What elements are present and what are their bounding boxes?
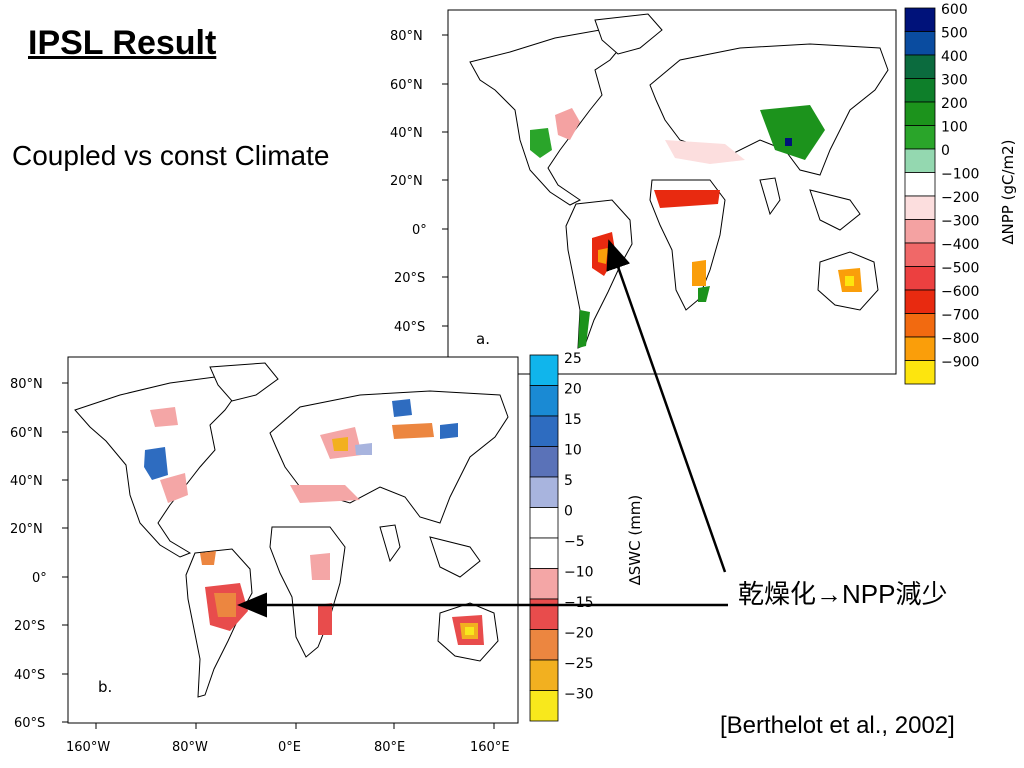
- npp-lat-tick: 40°N: [390, 126, 423, 141]
- swc-colorbar-title: ∆SWC (mm): [626, 495, 644, 587]
- swc-lon-tick: 80°W: [172, 740, 208, 755]
- npp-colorbar-label: −500: [941, 261, 979, 277]
- swc-colorbar-swatch: [529, 659, 559, 691]
- swc-colorbar-swatch: [529, 354, 559, 386]
- swc-lon-tick: 160°W: [66, 740, 110, 755]
- swc-colorbar: 25 20 15 10 5 0 −5 −10 −15 −20 −25 −30: [529, 351, 594, 722]
- npp-lat-ticks: 80°N 60°N 40°N 20°N 0° 20°S 40°S: [390, 29, 427, 335]
- npp-lat-tick: 0°: [412, 223, 427, 238]
- npp-colorbar-label: −100: [941, 167, 979, 183]
- swc-map-panel: 80°N 60°N 40°N 20°N 0° 20°S 40°S 60°S 16…: [10, 351, 644, 755]
- npp-colorbar-label: 400: [941, 49, 968, 65]
- swc-continents: [74, 362, 509, 698]
- swc-lat-tick: 20°S: [14, 619, 45, 634]
- npp-map-panel: 80°N 60°N 40°N 20°N 0° 20°S 40°S: [390, 2, 1017, 385]
- arrow-to-npp-map: [606, 239, 727, 573]
- npp-colorbar-label: 100: [941, 120, 968, 136]
- swc-tick-marks: [62, 382, 495, 729]
- swc-colorbar-swatch: [529, 385, 559, 417]
- swc-lon-ticks: 160°W 80°W 0°E 80°E 160°E: [66, 740, 510, 755]
- swc-lat-tick: 20°N: [10, 522, 43, 537]
- npp-continents: [469, 13, 889, 349]
- npp-lat-tick: 60°N: [390, 78, 423, 93]
- swc-colorbar-swatch: [529, 537, 559, 569]
- swc-colorbar-label: 5: [564, 473, 573, 489]
- npp-colorbar-swatch: [904, 360, 936, 385]
- swc-lat-tick: 40°N: [10, 474, 43, 489]
- npp-colorbar-label: 500: [941, 26, 968, 42]
- swc-colorbar-label: 25: [564, 351, 582, 367]
- swc-lon-tick: 0°E: [278, 740, 301, 755]
- swc-lon-tick: 80°E: [374, 740, 405, 755]
- npp-colorbar-label: −800: [941, 331, 979, 347]
- npp-colorbar-label: 200: [941, 96, 968, 112]
- npp-colorbar-title: ∆NPP (gC/m2): [999, 139, 1017, 245]
- swc-colorbar-swatch: [529, 476, 559, 508]
- npp-lat-tick: 40°S: [394, 320, 425, 335]
- swc-colorbar-swatch: [529, 690, 559, 722]
- swc-lat-tick: 0°: [32, 571, 47, 586]
- swc-colorbar-label: 0: [564, 504, 573, 520]
- swc-colorbar-label: −25: [564, 656, 594, 672]
- npp-colorbar-label: 300: [941, 73, 968, 89]
- npp-colorbar-label: −900: [941, 355, 979, 371]
- swc-colorbar-swatches: [529, 354, 559, 722]
- swc-colorbar-label: −15: [564, 595, 594, 611]
- npp-colorbar-label: −400: [941, 237, 979, 253]
- slide-title: IPSL Result: [28, 24, 217, 62]
- swc-lat-tick: 60°S: [14, 716, 45, 731]
- swc-colorbar-label: 15: [564, 412, 582, 428]
- drying-npp-annotation: 乾燥化→NPP減少: [738, 579, 948, 609]
- npp-lat-tick: 20°S: [394, 271, 425, 286]
- npp-colorbar-label: −200: [941, 190, 979, 206]
- swc-panel-label: b.: [98, 678, 112, 696]
- citation: [Berthelot et al., 2002]: [720, 712, 955, 739]
- slide-subtitle: Coupled vs const Climate: [12, 140, 330, 171]
- npp-tick-marks: [442, 34, 448, 327]
- npp-colorbar-label: −600: [941, 284, 979, 300]
- swc-colorbar-swatch: [529, 629, 559, 661]
- swc-lat-tick: 60°N: [10, 426, 43, 441]
- npp-colorbar-label: 600: [941, 2, 968, 18]
- npp-colorbar-swatches: [904, 7, 936, 385]
- swc-colorbar-swatch: [529, 446, 559, 478]
- swc-colorbar-swatch: [529, 507, 559, 539]
- swc-lat-tick: 40°S: [14, 668, 45, 683]
- swc-colorbar-label: −10: [564, 565, 594, 581]
- npp-lat-tick: 80°N: [390, 29, 423, 44]
- swc-colorbar-label: −5: [564, 534, 585, 550]
- npp-panel-label: a.: [476, 330, 490, 348]
- swc-colorbar-labels: 25 20 15 10 5 0 −5 −10 −15 −20 −25 −30: [564, 351, 594, 703]
- swc-colorbar-label: 20: [564, 382, 582, 398]
- swc-colorbar-label: −20: [564, 626, 594, 642]
- swc-lat-ticks: 80°N 60°N 40°N 20°N 0° 20°S 40°S 60°S: [10, 377, 47, 731]
- npp-colorbar-label: −700: [941, 308, 979, 324]
- swc-colorbar-swatch: [529, 568, 559, 600]
- swc-colorbar-label: −30: [564, 687, 594, 703]
- swc-lat-tick: 80°N: [10, 377, 43, 392]
- npp-lat-tick: 20°N: [390, 174, 423, 189]
- npp-colorbar: 600 500 400 300 200 100 0 −100 −200 −300 −400 −500 −…: [904, 2, 979, 385]
- swc-colorbar-swatch: [529, 415, 559, 447]
- npp-colorbar-labels: 600 500 400 300 200 100 0 −100 −200 −300 −400 −500 −…: [941, 2, 979, 371]
- swc-colorbar-label: 10: [564, 443, 582, 459]
- npp-colorbar-label: 0: [941, 143, 950, 159]
- npp-colorbar-label: −300: [941, 214, 979, 230]
- swc-lon-tick: 160°E: [470, 740, 510, 755]
